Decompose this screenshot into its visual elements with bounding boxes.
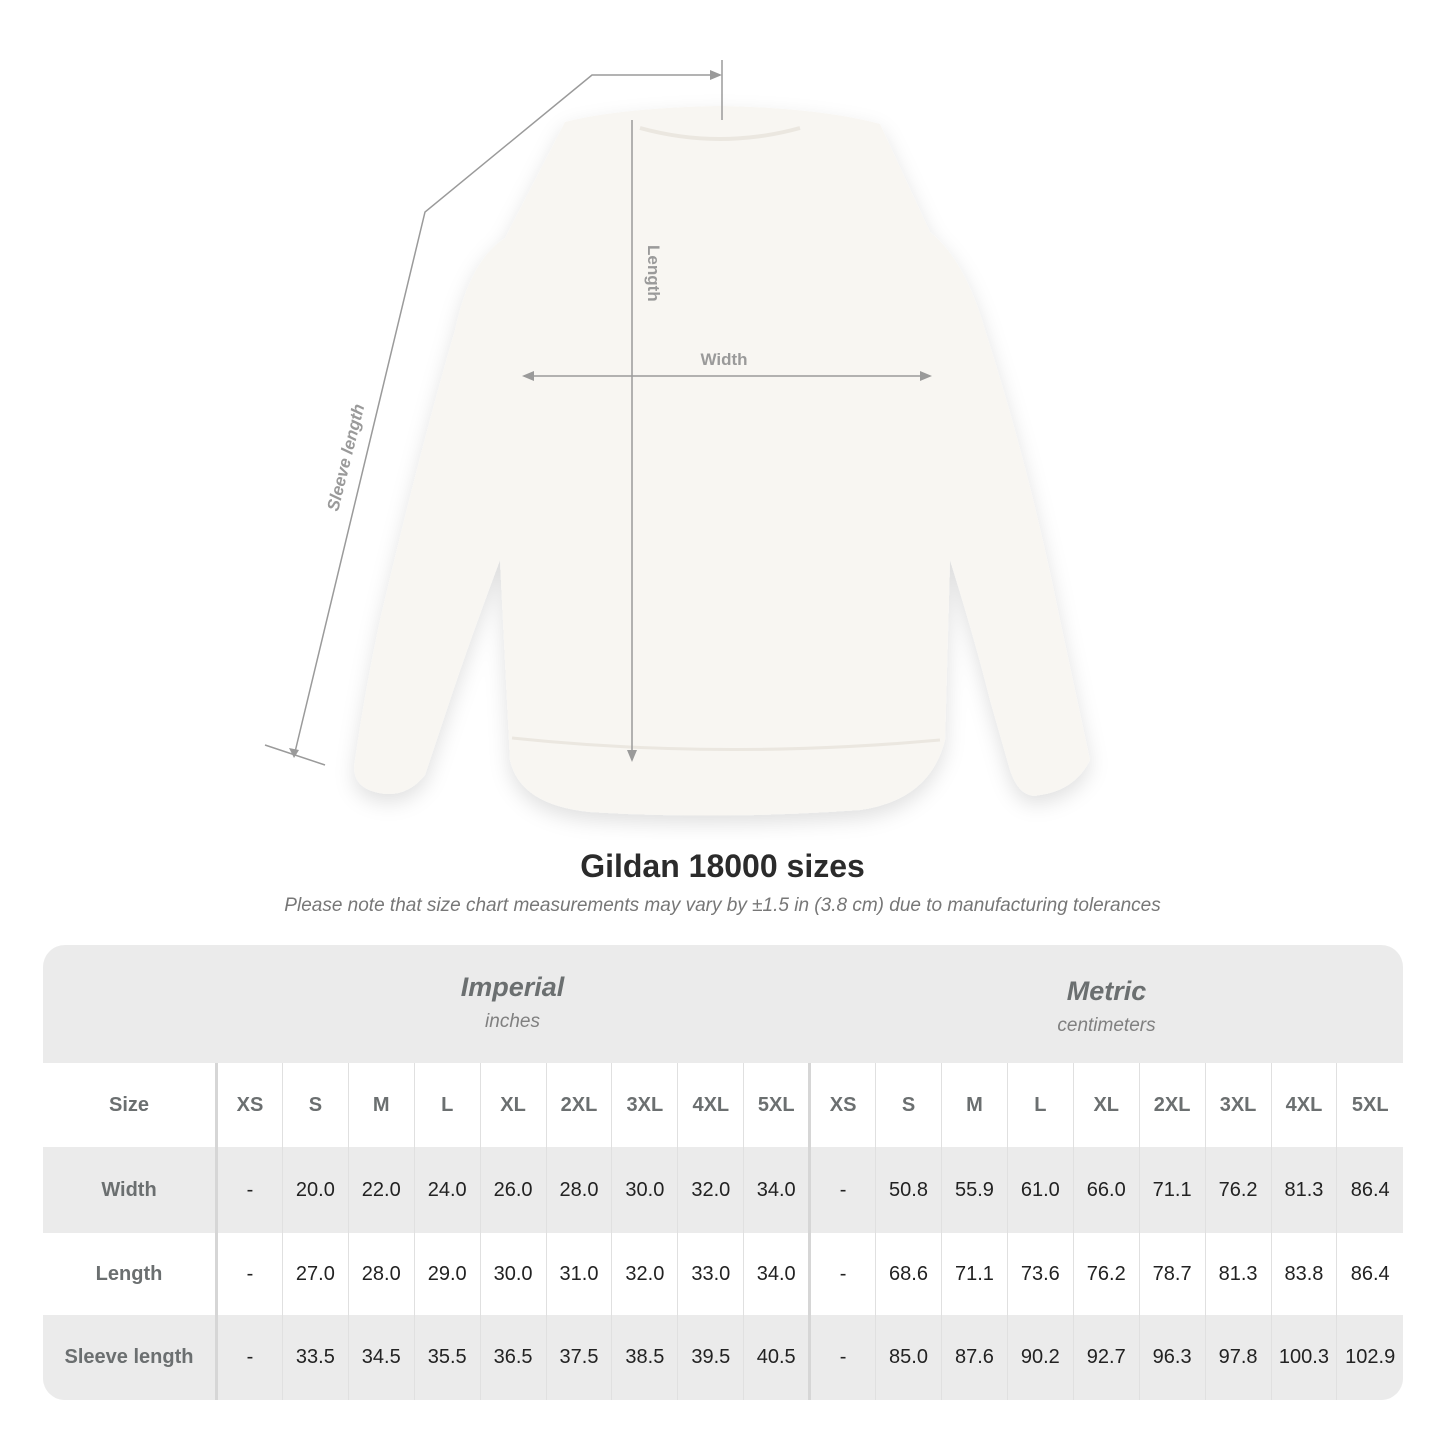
imperial-value: 38.5 <box>611 1315 678 1400</box>
imperial-value: 30.0 <box>479 1233 547 1315</box>
metric-value: 81.3 <box>1204 1233 1271 1315</box>
metric-value: 78.7 <box>1138 1233 1206 1315</box>
tolerance-note: Please note that size chart measurements… <box>284 895 1161 916</box>
imperial-value: 37.5 <box>545 1315 612 1400</box>
metric-value: 92.7 <box>1072 1315 1140 1400</box>
chart-title: Gildan 18000 sizes <box>580 848 865 884</box>
metric-value: 85.0 <box>875 1315 942 1400</box>
imperial-value: - <box>216 1147 283 1233</box>
metric-value: 76.2 <box>1072 1233 1140 1315</box>
metric-value: 50.8 <box>875 1147 942 1233</box>
row-label: Width <box>43 1147 218 1233</box>
imperial-value: 32.0 <box>677 1147 744 1233</box>
metric-value: 102.9 <box>1336 1315 1403 1400</box>
imperial-header: Imperial inches <box>215 945 810 1063</box>
metric-value: 71.1 <box>940 1233 1008 1315</box>
imperial-value: 20.0 <box>281 1147 349 1233</box>
imperial-title: Imperial <box>460 972 565 1002</box>
imperial-value: 26.0 <box>479 1147 547 1233</box>
imperial-unit: inches <box>485 1011 540 1032</box>
imperial-value: 34.0 <box>743 1147 812 1233</box>
row-label: Sleeve length <box>43 1315 218 1400</box>
imperial-value: 32.0 <box>611 1233 678 1315</box>
imperial-value: 34.5 <box>347 1315 415 1400</box>
metric-value: 76.2 <box>1204 1147 1271 1233</box>
header-size-label: Size <box>43 1063 218 1147</box>
metric-value: 61.0 <box>1006 1147 1074 1233</box>
imperial-value: 30.0 <box>611 1147 678 1233</box>
metric-unit: centimeters <box>1057 1015 1156 1036</box>
size-header-metric-m: M <box>940 1063 1008 1147</box>
imperial-value: 29.0 <box>413 1233 481 1315</box>
imperial-value: 39.5 <box>677 1315 744 1400</box>
metric-title: Metric <box>1066 976 1147 1006</box>
imperial-value: 33.0 <box>677 1233 744 1315</box>
size-header-metric-4xl: 4XL <box>1270 1063 1337 1147</box>
metric-value: 96.3 <box>1138 1315 1206 1400</box>
imperial-value: 35.5 <box>413 1315 481 1400</box>
imperial-value: - <box>216 1315 283 1400</box>
table-row: Width -20.0 22.0 24.0 26.0 28.0 30.0 32.0 34.0-5… <box>43 1147 1403 1233</box>
sweatshirt-diagram: Length Width Sleeve length <box>264 60 1091 816</box>
metric-value: 71.1 <box>1138 1147 1206 1233</box>
size-header-metric-s: S <box>875 1063 942 1147</box>
metric-value: 90.2 <box>1006 1315 1074 1400</box>
size-header-imperial-2xl: 2XL <box>545 1063 612 1147</box>
size-header-metric-xl: XL <box>1072 1063 1140 1147</box>
metric-value: 81.3 <box>1270 1147 1337 1233</box>
size-header-imperial-m: M <box>347 1063 415 1147</box>
metric-value: 68.6 <box>875 1233 942 1315</box>
imperial-value: 24.0 <box>413 1147 481 1233</box>
imperial-value: 40.5 <box>743 1315 812 1400</box>
imperial-value: 28.0 <box>347 1233 415 1315</box>
metric-value: 66.0 <box>1072 1147 1140 1233</box>
imperial-value: 34.0 <box>743 1233 812 1315</box>
imperial-value: 33.5 <box>281 1315 349 1400</box>
metric-value: 73.6 <box>1006 1233 1074 1315</box>
imperial-value: - <box>216 1233 283 1315</box>
metric-value: 100.3 <box>1270 1315 1337 1400</box>
metric-value: - <box>809 1315 876 1400</box>
length-label: Length <box>644 245 663 302</box>
table-row: Length -27.0 28.0 29.0 30.0 31.0 32.0 33.0 34.0-… <box>43 1233 1403 1315</box>
size-header-imperial-s: S <box>281 1063 349 1147</box>
size-header-metric-l: L <box>1006 1063 1074 1147</box>
imperial-value: 28.0 <box>545 1147 612 1233</box>
imperial-value: 22.0 <box>347 1147 415 1233</box>
imperial-value: 36.5 <box>479 1315 547 1400</box>
width-label: Width <box>700 350 747 369</box>
sleeve-line <box>294 74 720 753</box>
row-label: Length <box>43 1233 218 1315</box>
size-header-imperial-xl: XL <box>479 1063 547 1147</box>
size-header-imperial-l: L <box>413 1063 481 1147</box>
imperial-value: 31.0 <box>545 1233 612 1315</box>
size-header-imperial-xs: XS <box>216 1063 283 1147</box>
metric-value: 97.8 <box>1204 1315 1271 1400</box>
sweatshirt-image <box>354 106 1091 816</box>
size-table: Size XS S M L XL 2XL 3XL 4XL 5XL XS S M L XL 2XL 3XL 4XL 5… <box>43 1063 1403 1400</box>
size-header-metric-xs: XS <box>809 1063 876 1147</box>
metric-value: 86.4 <box>1336 1147 1403 1233</box>
size-header-imperial-4xl: 4XL <box>677 1063 744 1147</box>
metric-value: - <box>809 1233 876 1315</box>
size-table-panel: Imperial inches Metric centimeters Size X… <box>43 945 1403 1400</box>
sleeve-length-label: Sleeve length <box>323 402 368 513</box>
size-header-metric-5xl: 5XL <box>1336 1063 1403 1147</box>
metric-value: - <box>809 1147 876 1233</box>
table-row: Sleeve length -33.5 34.5 35.5 36.5 37.5 38.5 39… <box>43 1315 1403 1400</box>
metric-value: 55.9 <box>940 1147 1008 1233</box>
size-header-row: Size XS S M L XL 2XL 3XL 4XL 5XL XS S M L XL 2XL 3XL 4XL 5… <box>43 1063 1403 1147</box>
size-header-metric-2xl: 2XL <box>1138 1063 1206 1147</box>
metric-value: 86.4 <box>1336 1233 1403 1315</box>
metric-value: 87.6 <box>940 1315 1008 1400</box>
imperial-value: 27.0 <box>281 1233 349 1315</box>
size-header-imperial-5xl: 5XL <box>743 1063 812 1147</box>
metric-value: 83.8 <box>1270 1233 1337 1315</box>
metric-header: Metric centimeters <box>810 949 1403 1067</box>
size-header-metric-3xl: 3XL <box>1204 1063 1271 1147</box>
size-header-imperial-3xl: 3XL <box>611 1063 678 1147</box>
